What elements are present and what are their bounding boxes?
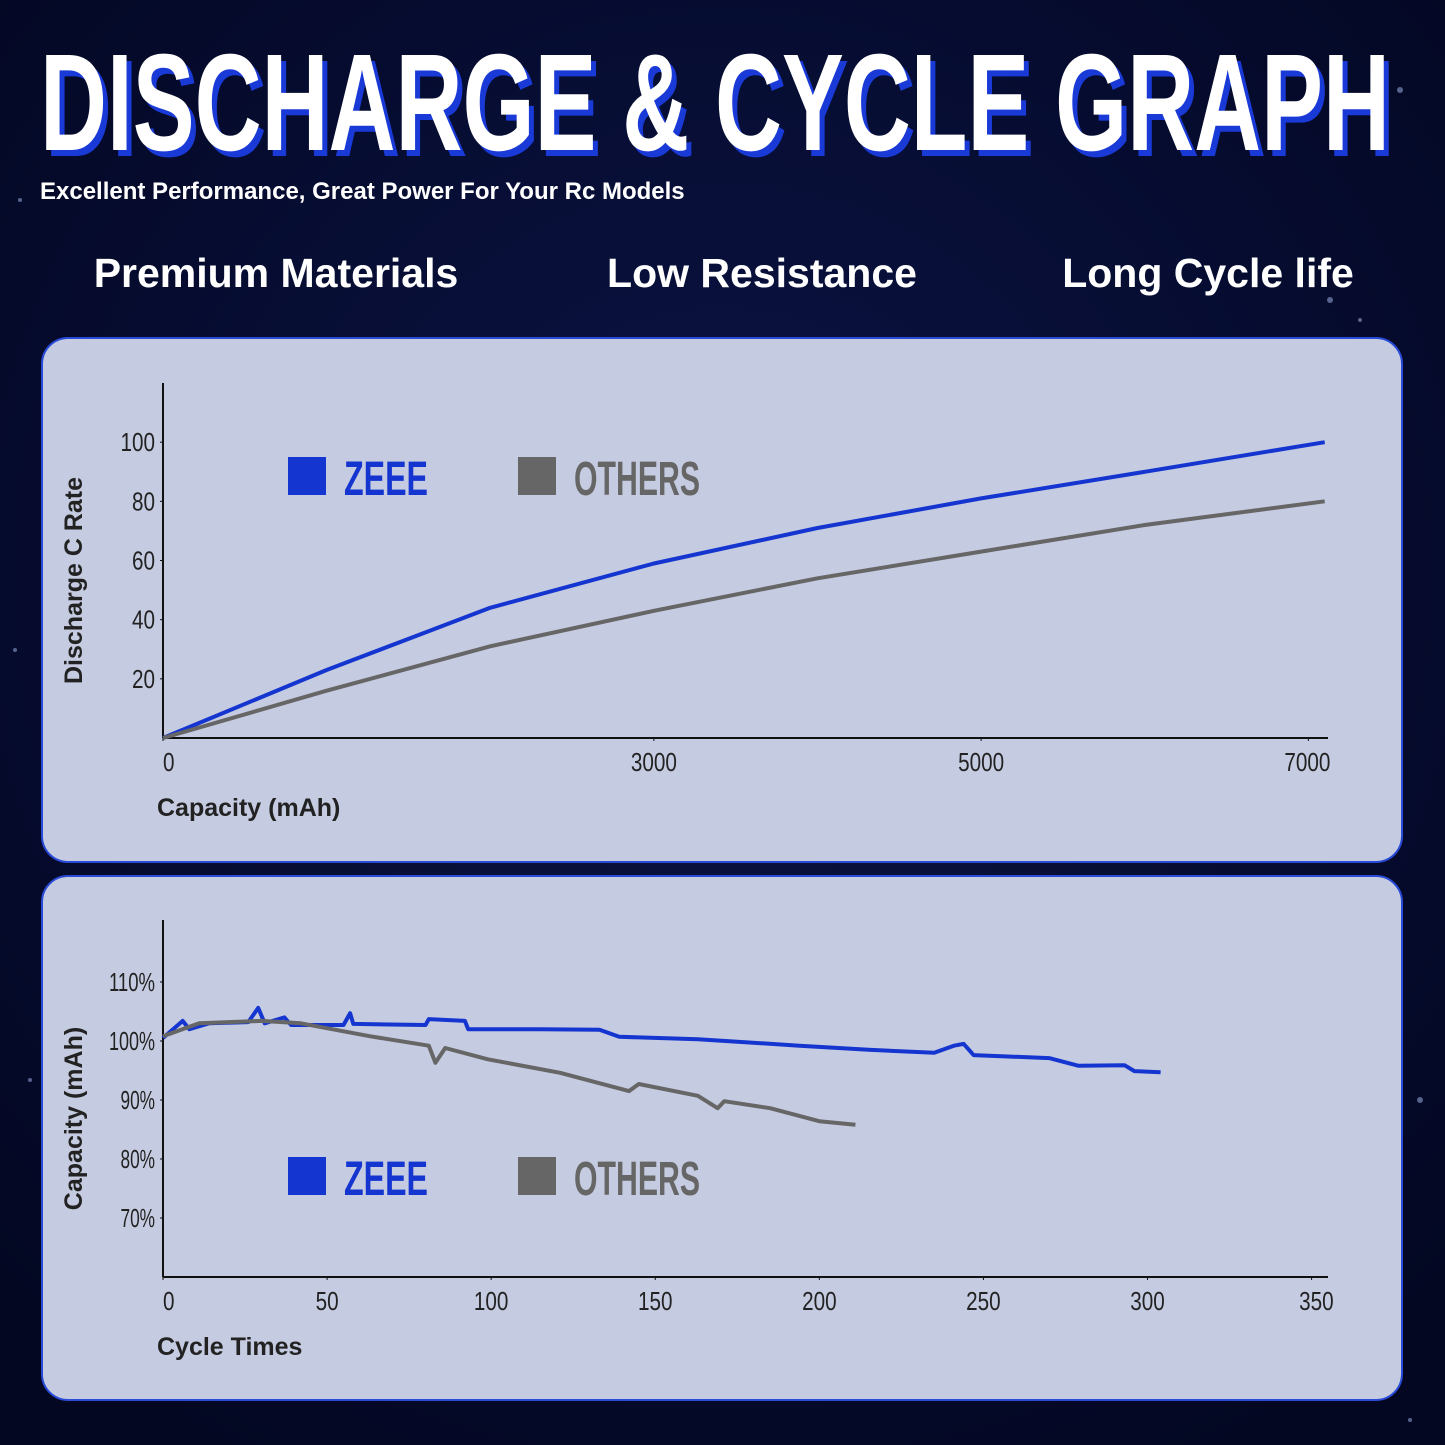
legend-label: ZEEE <box>344 453 428 506</box>
y-tick-label: 70% <box>121 1203 156 1233</box>
x-tick-label: 200 <box>802 1286 837 1316</box>
x-axis-title: Cycle Times <box>157 1333 302 1361</box>
stars <box>13 87 1423 1422</box>
panel <box>41 875 1403 1401</box>
subtitle: Excellent Performance, Great Power For Y… <box>40 178 685 205</box>
x-tick-label: 3000 <box>631 747 677 777</box>
legend-swatch <box>288 1157 326 1195</box>
legend-swatch <box>518 457 556 495</box>
y-tick-label: 80 <box>132 486 155 516</box>
y-axis-title: Capacity (mAh) <box>60 1027 88 1210</box>
y-tick-label: 110% <box>109 967 155 997</box>
y-tick-label: 100 <box>121 427 156 457</box>
feature: Premium Materials <box>94 250 459 296</box>
title-shadow: DISCHARGE & CYCLE GRAPH <box>45 32 1395 186</box>
x-tick-label: 100 <box>474 1286 509 1316</box>
series-line <box>162 440 1326 740</box>
legend-label: ZEEE <box>344 1153 428 1206</box>
feature: Low Resistance <box>607 250 917 296</box>
x-tick-label: 300 <box>1130 1286 1165 1316</box>
legend-label: OTHERS <box>574 1153 700 1206</box>
y-axis-title: Discharge C Rate <box>60 477 88 684</box>
legend-swatch <box>518 1157 556 1195</box>
x-tick-label: 250 <box>966 1286 1001 1316</box>
panel <box>41 337 1403 863</box>
y-tick-label: 40 <box>132 605 155 635</box>
x-tick-label: 0 <box>163 1286 175 1316</box>
series-line <box>161 1005 1161 1075</box>
y-tick-label: 20 <box>132 664 155 694</box>
legend: ZEEE OTHERS <box>288 453 700 506</box>
x-axis-title: Capacity (mAh) <box>157 794 340 822</box>
y-tick-label: 80% <box>121 1144 156 1174</box>
y-tick-label: 90% <box>121 1085 156 1115</box>
x-tick-label: 7000 <box>1284 747 1330 777</box>
y-tick-label: 100% <box>109 1026 155 1056</box>
legend-swatch <box>288 457 326 495</box>
title: DISCHARGE & CYCLE GRAPH <box>40 26 1390 180</box>
x-tick-label: 150 <box>638 1286 673 1316</box>
series-line <box>162 1018 856 1127</box>
x-tick-label: 50 <box>316 1286 339 1316</box>
legend: ZEEE OTHERS <box>288 1153 700 1206</box>
series-line <box>162 499 1325 740</box>
y-tick-label: 60 <box>132 546 155 576</box>
x-tick-label: 350 <box>1299 1286 1334 1316</box>
x-tick-label: 5000 <box>958 747 1004 777</box>
legend-label: OTHERS <box>574 453 700 506</box>
x-tick-label: 0 <box>163 747 175 777</box>
feature: Long Cycle life <box>1062 250 1354 296</box>
